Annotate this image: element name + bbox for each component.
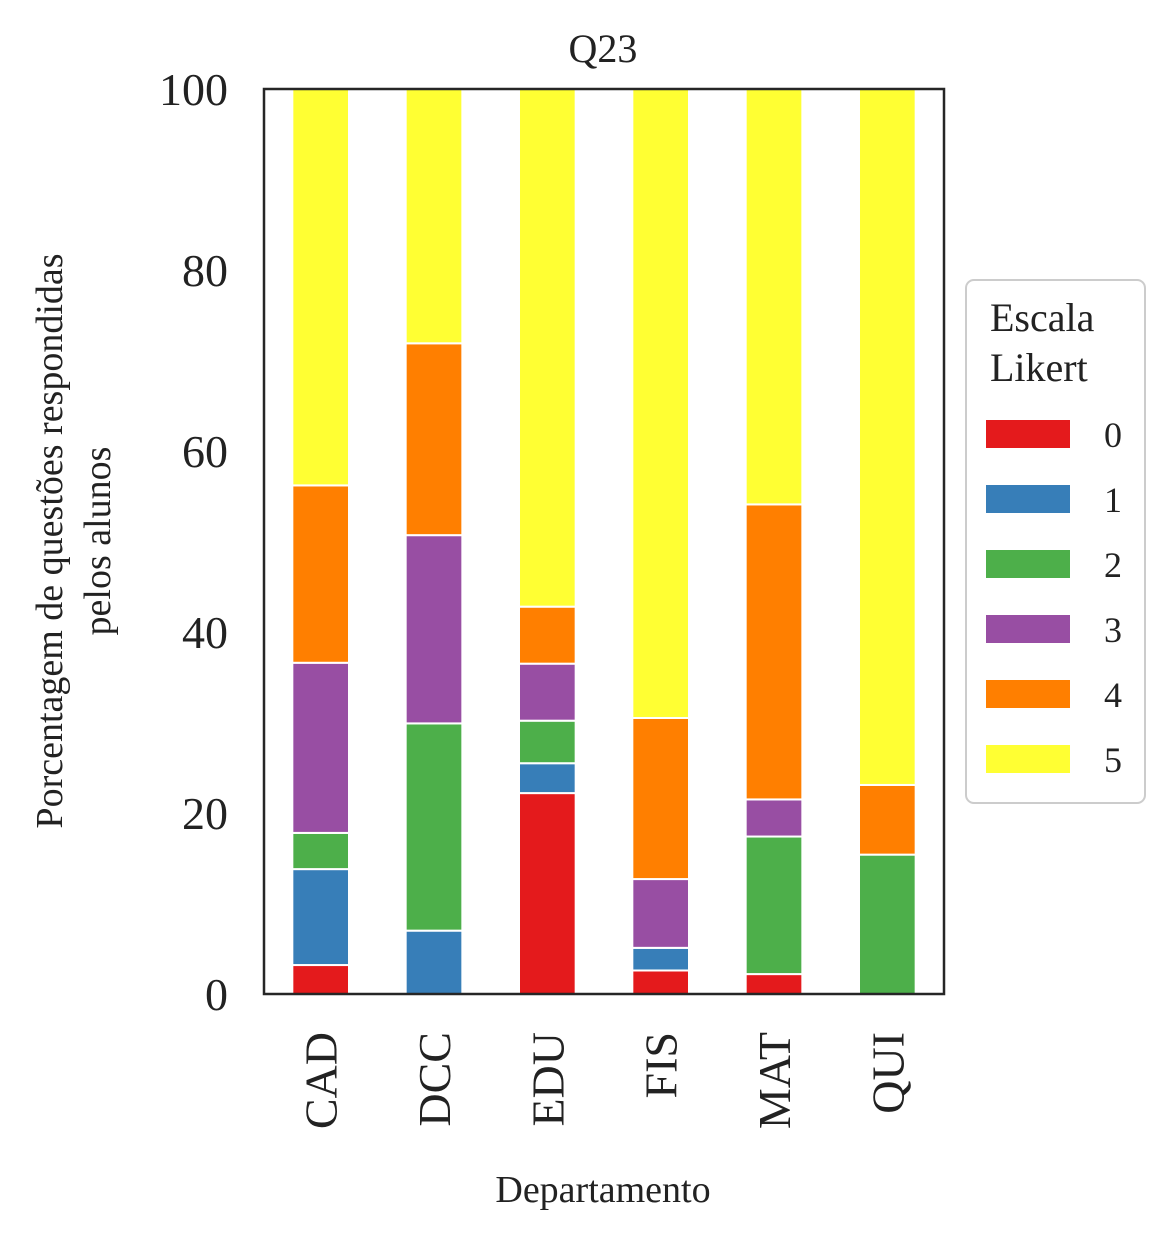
legend-label-1: 1 <box>1104 480 1122 520</box>
bar-cad-likert-3 <box>291 661 350 834</box>
legend-label-3: 3 <box>1104 610 1122 650</box>
bar-cad-likert-1 <box>291 868 350 967</box>
y-tick-label: 80 <box>182 245 228 296</box>
bar-fis-likert-4 <box>631 716 691 881</box>
bar-dcc-likert-5 <box>404 88 464 345</box>
legend-box <box>965 279 1146 804</box>
legend-title-line-2: Likert <box>990 345 1088 390</box>
y-tick-label: 40 <box>182 607 228 658</box>
x-axis-ticks: CAD DCC EDU FIS MAT QUI <box>296 1032 914 1129</box>
legend-swatch-5 <box>986 745 1070 773</box>
bar-mat-likert-3 <box>744 798 804 838</box>
bar-edu-likert-2 <box>518 719 577 765</box>
legend-title-line-1: Escala <box>990 295 1095 340</box>
x-tick-label-qui: QUI <box>862 1032 913 1114</box>
bar-mat-likert-5 <box>744 88 804 506</box>
chart-title: Q23 <box>569 26 638 71</box>
legend: Escala Likert 0 1 2 3 4 5 <box>965 279 1146 804</box>
y-axis-label-line-2: pelos alunos <box>77 447 119 636</box>
bar-edu-likert-0 <box>518 792 577 996</box>
bar-fis-likert-1 <box>631 946 691 972</box>
bar-dcc-likert-4 <box>404 342 464 537</box>
legend-items: 0 1 2 3 4 5 <box>986 415 1122 780</box>
bar-cad-likert-2 <box>291 831 350 871</box>
plot-frame <box>262 87 946 996</box>
bar-fis-likert-3 <box>631 878 691 949</box>
bar-qui-likert-5 <box>858 88 917 786</box>
bar-mat-likert-2 <box>744 835 804 976</box>
bar-fis-likert-0 <box>631 969 691 995</box>
bar-qui-likert-2 <box>858 853 917 995</box>
bar-cad-likert-5 <box>291 88 350 487</box>
y-axis-label: Porcentagem de questões respondidas pelo… <box>29 253 119 828</box>
y-tick-label: 20 <box>182 788 228 839</box>
bar-edu-likert-1 <box>518 762 577 795</box>
x-tick-label-cad: CAD <box>296 1032 347 1129</box>
x-tick-label-edu: EDU <box>522 1032 573 1127</box>
legend-swatch-4 <box>986 680 1070 708</box>
bar-dcc-likert-3 <box>404 534 464 725</box>
bar-edu-likert-5 <box>518 88 577 608</box>
bar-edu-likert-4 <box>518 605 577 665</box>
x-axis-label: Departamento <box>495 1169 710 1211</box>
plot-area <box>262 87 946 996</box>
bar-mat-likert-0 <box>744 973 804 996</box>
bar-qui-likert-4 <box>858 783 917 856</box>
x-tick-label-mat: MAT <box>749 1032 800 1129</box>
bar-dcc-likert-2 <box>404 722 464 932</box>
bar-fis-likert-5 <box>631 88 691 719</box>
legend-swatch-1 <box>986 485 1070 513</box>
y-axis-ticks: 0 20 40 60 80 100 <box>159 64 228 1020</box>
y-axis-label-line-1: Porcentagem de questões respondidas <box>29 253 71 828</box>
legend-label-5: 5 <box>1104 740 1122 780</box>
bar-edu-likert-3 <box>518 662 577 722</box>
y-tick-label: 60 <box>182 426 228 477</box>
bar-cad-likert-0 <box>291 964 350 995</box>
bar-cad-likert-4 <box>291 484 350 664</box>
legend-label-0: 0 <box>1104 415 1122 455</box>
legend-swatch-2 <box>986 550 1070 578</box>
bar-mat-likert-4 <box>744 503 804 801</box>
legend-swatch-3 <box>986 615 1070 643</box>
legend-label-2: 2 <box>1104 545 1122 585</box>
y-tick-label: 0 <box>205 969 228 1020</box>
bar-dcc-likert-1 <box>404 929 464 996</box>
legend-label-4: 4 <box>1104 675 1122 715</box>
x-tick-label-dcc: DCC <box>409 1032 460 1127</box>
legend-swatch-0 <box>986 420 1070 448</box>
x-tick-label-fis: FIS <box>636 1032 687 1098</box>
bars <box>291 88 917 996</box>
y-tick-label: 100 <box>159 64 228 115</box>
